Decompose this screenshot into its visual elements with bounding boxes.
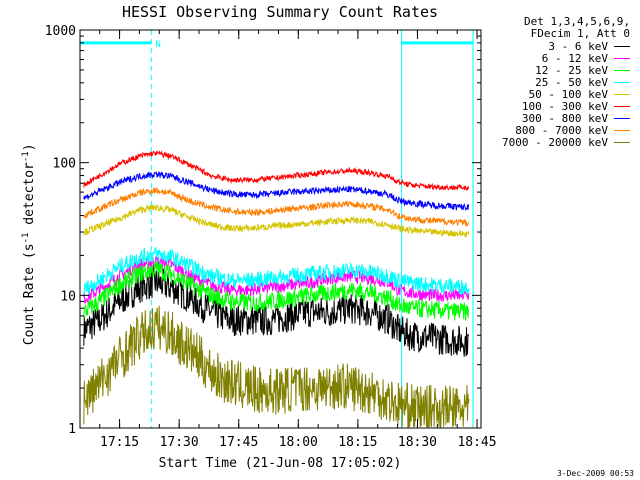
legend-item: 100 - 300 keV	[470, 99, 630, 113]
series-line	[83, 204, 470, 238]
legend-label: 25 - 50 keV	[535, 75, 608, 89]
chart-title: HESSI Observing Summary Count Rates	[121, 3, 439, 21]
y-axis-label-part: )	[22, 143, 38, 152]
legend-label: 100 - 300 keV	[521, 99, 608, 113]
x-tick-label: 18:15	[338, 435, 377, 450]
x-tick-label: 18:00	[279, 435, 318, 450]
legend-swatch	[614, 141, 630, 143]
legend: Det 1,3,4,5,6,9, FDecim 1, Att 0 3 - 6 k…	[470, 15, 630, 149]
legend-item: 6 - 12 keV	[470, 51, 630, 65]
plot-frame	[79, 29, 482, 429]
series-line	[83, 247, 470, 297]
x-tick-label: 17:30	[160, 435, 199, 450]
legend-item: 12 - 25 keV	[470, 63, 630, 77]
y-tick-label: 1000	[45, 24, 76, 39]
legend-label: 6 - 12 keV	[541, 51, 608, 65]
legend-swatch	[614, 117, 630, 119]
legend-swatch	[614, 81, 630, 83]
series-line	[83, 260, 470, 321]
legend-label: 7000 - 20000 keV	[502, 135, 608, 149]
legend-header-line: FDecim 1, Att 0	[530, 27, 630, 40]
series-line	[83, 305, 470, 428]
y-axis-label-sup: -1	[20, 232, 31, 244]
legend-item: 25 - 50 keV	[470, 75, 630, 89]
y-axis-label-part: detector	[22, 162, 38, 233]
x-tick-label: 18:45	[457, 435, 496, 450]
legend-item: 3 - 6 keV	[470, 39, 630, 53]
legend-label: 300 - 800 keV	[521, 111, 608, 125]
legend-header-line: Det 1,3,4,5,6,9,	[524, 15, 630, 28]
flag-label: N	[155, 40, 160, 50]
x-tick-label: 17:45	[219, 435, 258, 450]
series-line	[83, 171, 470, 211]
series-line	[83, 149, 470, 191]
legend-swatch	[614, 69, 630, 71]
footer-date: 3-Dec-2009 00:53	[556, 469, 634, 478]
y-axis-label-part: Count Rate (s	[22, 243, 38, 346]
legend-swatch	[614, 93, 630, 95]
y-axis-label-sup: -1	[20, 151, 31, 163]
legend-item: 7000 - 20000 keV	[470, 135, 630, 149]
legend-item: 50 - 100 keV	[470, 87, 630, 101]
legend-item: 800 - 7000 keV	[470, 123, 630, 137]
legend-swatch	[614, 57, 630, 59]
legend-label: 12 - 25 keV	[535, 63, 608, 77]
series-line	[83, 265, 469, 357]
y-axis-label: Count Rate (s-1 detector-1)	[20, 143, 38, 346]
legend-label: 3 - 6 keV	[548, 39, 608, 53]
legend-swatch	[614, 45, 630, 47]
x-tick-label: 17:15	[100, 435, 139, 450]
legend-item: 300 - 800 keV	[470, 111, 630, 125]
legend-label: 50 - 100 keV	[528, 87, 608, 101]
x-axis-label: Start Time (21-Jun-08 17:05:02)	[158, 456, 402, 471]
y-tick-label: 10	[60, 289, 76, 304]
x-tick-label: 18:30	[398, 435, 437, 450]
legend-swatch	[614, 105, 630, 107]
legend-label: 800 - 7000 keV	[515, 123, 608, 137]
series-line	[83, 187, 470, 227]
y-tick-label: 100	[53, 157, 76, 172]
legend-swatch	[614, 129, 630, 131]
y-tick-label: 1	[68, 422, 76, 437]
